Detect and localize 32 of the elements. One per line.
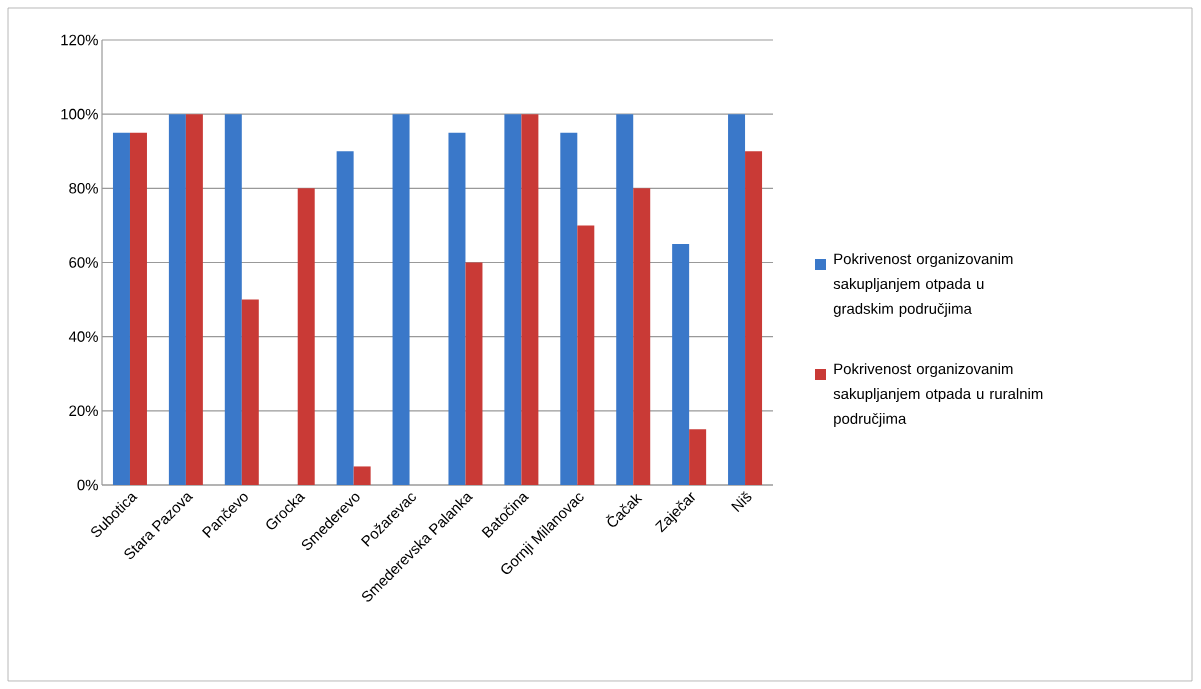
y-tick-label: 120% <box>61 34 98 46</box>
legend-label: Pokrivenost organizovanim sakupljanjem otpada u gradskim područjima <box>833 253 1013 317</box>
bar <box>465 262 483 485</box>
bar <box>448 132 466 485</box>
y-tick-label: 40% <box>68 331 98 342</box>
bar <box>336 151 354 485</box>
bar <box>129 132 147 485</box>
bar <box>728 114 746 485</box>
bar <box>689 429 707 485</box>
bar <box>616 114 634 485</box>
legend-label: Pokrivenost organizovanim sakupljanjem otpada u ruralnim područjima <box>833 363 1043 427</box>
bar <box>168 114 186 485</box>
x-tick-label: Niš <box>731 490 752 513</box>
bar <box>392 114 410 485</box>
bar <box>504 114 522 485</box>
bar <box>241 299 259 485</box>
y-tick-label: 0% <box>77 479 98 491</box>
y-tick-label: 80% <box>69 183 98 194</box>
bar <box>672 243 690 485</box>
bar <box>112 132 130 485</box>
bar <box>633 188 651 485</box>
bar <box>353 466 371 485</box>
y-tick-label: 60% <box>69 257 98 268</box>
bar <box>185 114 203 485</box>
bar <box>297 188 315 485</box>
bar <box>560 132 578 485</box>
bar <box>224 114 242 485</box>
y-tick-label: 100% <box>61 108 98 120</box>
y-tick-label: 20% <box>69 405 98 417</box>
bar <box>577 225 595 485</box>
bar <box>745 151 763 485</box>
bar <box>521 114 539 485</box>
